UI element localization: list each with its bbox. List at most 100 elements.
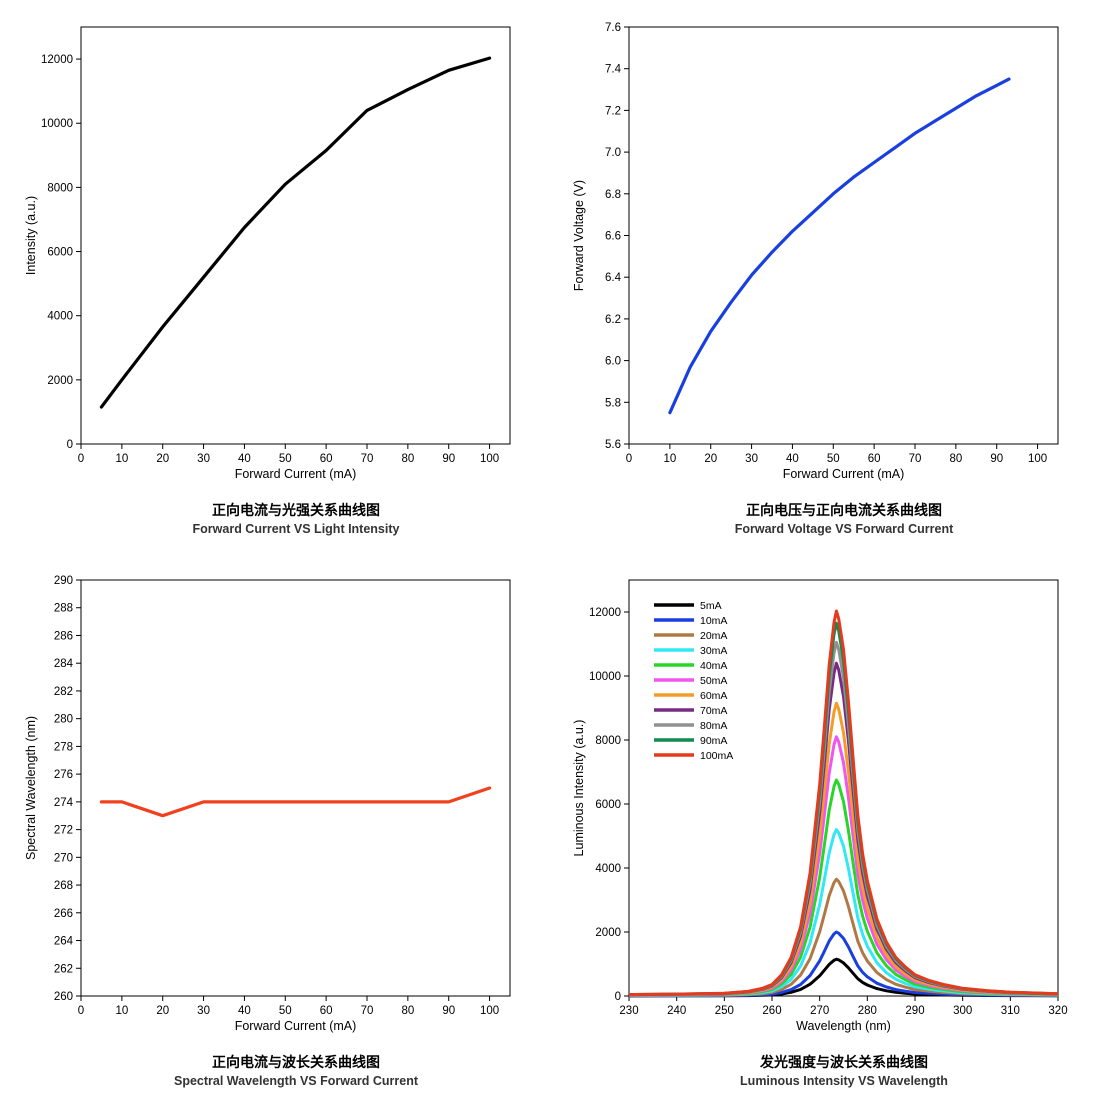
y-tick-label: 270 xyxy=(54,852,73,864)
y-tick-label: 260 xyxy=(54,991,73,1003)
plot-frame xyxy=(80,26,511,445)
series-line-20mA xyxy=(628,877,1059,997)
chart-intensity-vs-wavelength: 230 240 250 260 270 280 290 300 310 320 0 2000 4000 6… xyxy=(572,579,1068,1088)
chart-title: 正向电流与波长关系曲线图 xyxy=(212,1054,380,1071)
series-line-50mA xyxy=(628,735,1059,997)
series-line-100mA xyxy=(628,609,1059,996)
chart-wavelength-vs-current: 0 10 20 30 40 50 60 70 80 90 100 260 262 264 266 268 270… xyxy=(24,575,511,1088)
x-tick-label: 310 xyxy=(1001,1005,1020,1017)
x-tick-label: 250 xyxy=(715,1005,734,1017)
legend-label-60mA: 60mA xyxy=(700,690,727,702)
y-axis-label: Forward Voltage (V) xyxy=(572,180,586,291)
plot-frame xyxy=(628,579,1059,997)
chart-subtitle: Luminous Intensity VS Wavelength xyxy=(740,1074,948,1088)
chart-voltage-vs-current: 0 10 20 30 40 50 60 70 80 90 100 5.6 5.8 6.0 6.2 6.4 6.6… xyxy=(572,22,1059,536)
legend-label-90mA: 90mA xyxy=(700,735,727,747)
series-line xyxy=(668,77,1011,415)
y-tick-label: 7.4 xyxy=(605,64,622,76)
legend-label-20mA: 20mA xyxy=(700,630,727,642)
x-tick-label: 80 xyxy=(949,453,962,465)
y-tick-label: 284 xyxy=(54,658,74,670)
y-tick-label: 2000 xyxy=(595,927,621,939)
x-tick-label: 70 xyxy=(361,1005,374,1017)
legend-label-40mA: 40mA xyxy=(700,660,727,672)
x-tick-label: 50 xyxy=(279,453,292,465)
x-tick-label: 20 xyxy=(156,453,169,465)
chart-subtitle: Spectral Wavelength VS Forward Current xyxy=(174,1074,419,1088)
x-tick-label: 90 xyxy=(442,453,455,465)
x-tick-label: 270 xyxy=(810,1005,829,1017)
x-tick-label: 280 xyxy=(858,1005,877,1017)
legend-label-50mA: 50mA xyxy=(700,675,727,687)
y-tick-label: 282 xyxy=(54,686,73,698)
y-tick-label: 6.0 xyxy=(605,356,621,368)
x-tick-label: 50 xyxy=(279,1005,292,1017)
legend-label-100mA: 100mA xyxy=(700,750,733,762)
y-tick-label: 12000 xyxy=(589,607,621,619)
x-tick-label: 20 xyxy=(156,1005,169,1017)
y-tick-label: 6.4 xyxy=(605,272,622,284)
x-tick-label: 40 xyxy=(786,453,799,465)
y-tick-label: 8000 xyxy=(47,182,73,194)
series-line xyxy=(99,56,492,409)
x-tick-label: 30 xyxy=(745,453,758,465)
x-tick-label: 10 xyxy=(115,453,128,465)
x-tick-label: 60 xyxy=(320,453,333,465)
y-tick-label: 0 xyxy=(67,439,73,451)
x-tick-label: 30 xyxy=(197,1005,210,1017)
y-tick-label: 6.6 xyxy=(605,231,621,243)
x-axis-label: Forward Current (mA) xyxy=(783,467,905,481)
y-tick-label: 2000 xyxy=(47,375,73,387)
x-tick-label: 240 xyxy=(667,1005,686,1017)
y-tick-label: 272 xyxy=(54,825,73,837)
y-tick-label: 276 xyxy=(54,769,73,781)
x-tick-label: 10 xyxy=(663,453,676,465)
y-tick-label: 290 xyxy=(54,575,73,587)
x-tick-label: 80 xyxy=(401,453,414,465)
y-axis-label: Luminous Intensity (a.u.) xyxy=(572,720,586,857)
x-axis-label: Wavelength (nm) xyxy=(796,1019,891,1033)
y-tick-label: 274 xyxy=(54,797,74,809)
y-tick-label: 10000 xyxy=(41,118,73,130)
y-tick-label: 262 xyxy=(54,963,73,975)
x-tick-label: 100 xyxy=(480,453,499,465)
x-tick-label: 90 xyxy=(990,453,1003,465)
y-tick-label: 6.8 xyxy=(605,189,621,201)
y-tick-label: 268 xyxy=(54,880,73,892)
x-tick-label: 0 xyxy=(78,1005,84,1017)
y-tick-label: 7.2 xyxy=(605,105,621,117)
y-tick-label: 10000 xyxy=(589,671,621,683)
legend-label-5mA: 5mA xyxy=(700,600,722,612)
chart-title: 发光强度与波长关系曲线图 xyxy=(759,1054,928,1071)
y-tick-label: 278 xyxy=(54,741,73,753)
x-tick-label: 40 xyxy=(238,453,251,465)
chart-title: 正向电流与光强关系曲线图 xyxy=(212,502,380,519)
x-tick-label: 60 xyxy=(320,1005,333,1017)
x-axis-label: Forward Current (mA) xyxy=(235,1019,357,1033)
y-tick-label: 7.0 xyxy=(605,147,621,159)
series-line-30mA xyxy=(628,828,1059,997)
y-axis-label: Intensity (a.u.) xyxy=(24,196,38,275)
x-tick-label: 90 xyxy=(442,1005,455,1017)
y-tick-label: 264 xyxy=(54,936,74,948)
x-tick-label: 20 xyxy=(704,453,717,465)
x-tick-label: 0 xyxy=(78,453,84,465)
x-tick-label: 10 xyxy=(115,1005,128,1017)
y-tick-label: 4000 xyxy=(595,863,621,875)
x-tick-label: 100 xyxy=(480,1005,499,1017)
chart-subtitle: Forward Voltage VS Forward Current xyxy=(735,522,954,536)
legend-label-30mA: 30mA xyxy=(700,645,727,657)
legend-label-70mA: 70mA xyxy=(700,705,727,717)
chart-intensity-vs-current: 0 10 20 30 40 50 60 70 80 90 100 0 2000 4000 6000 8000 1… xyxy=(24,26,511,536)
chart-subtitle: Forward Current VS Light Intensity xyxy=(193,522,400,536)
x-tick-label: 30 xyxy=(197,453,210,465)
x-tick-label: 230 xyxy=(619,1005,638,1017)
y-tick-label: 8000 xyxy=(595,735,621,747)
y-tick-label: 4000 xyxy=(47,311,73,323)
x-tick-label: 320 xyxy=(1048,1005,1067,1017)
x-tick-label: 260 xyxy=(762,1005,781,1017)
x-tick-label: 70 xyxy=(361,453,374,465)
y-tick-label: 266 xyxy=(54,908,73,920)
x-tick-label: 50 xyxy=(827,453,840,465)
